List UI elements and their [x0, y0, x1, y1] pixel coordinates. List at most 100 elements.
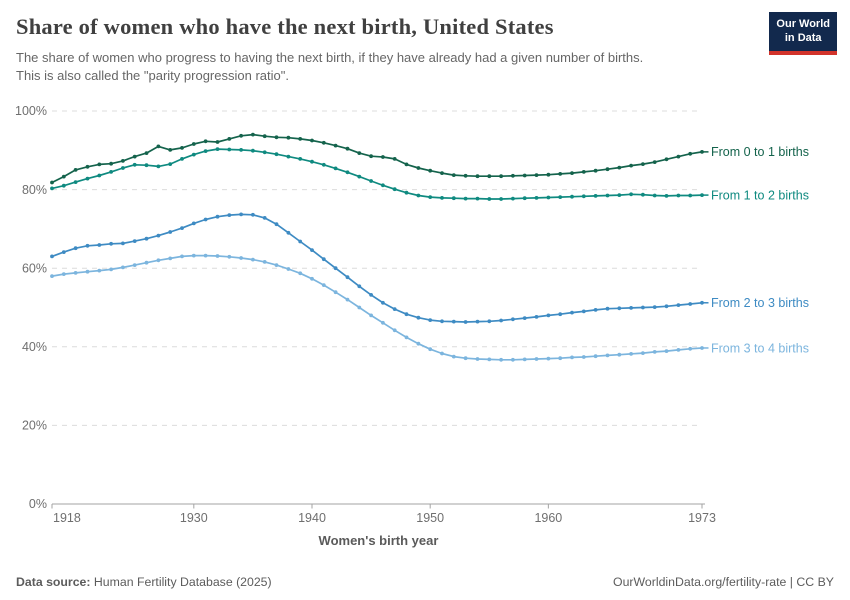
data-point[interactable]: [381, 300, 385, 305]
data-point[interactable]: [404, 162, 409, 167]
data-point[interactable]: [144, 163, 149, 168]
data-point[interactable]: [629, 352, 633, 356]
data-point[interactable]: [203, 149, 208, 154]
data-point[interactable]: [487, 357, 492, 362]
data-point[interactable]: [286, 135, 291, 140]
data-point[interactable]: [499, 174, 503, 179]
data-point[interactable]: [475, 319, 480, 324]
data-point[interactable]: [534, 196, 539, 200]
data-point[interactable]: [97, 243, 102, 247]
data-point[interactable]: [676, 348, 681, 352]
data-point[interactable]: [286, 267, 291, 271]
data-point[interactable]: [546, 313, 551, 318]
data-point[interactable]: [97, 268, 102, 273]
data-point[interactable]: [416, 166, 421, 170]
data-point[interactable]: [534, 315, 539, 319]
data-point[interactable]: [664, 157, 669, 162]
data-point[interactable]: [85, 176, 90, 181]
series-end-label-from-3-to-4-births[interactable]: From 3 to 4 births: [711, 341, 809, 355]
data-point[interactable]: [180, 157, 184, 161]
data-point[interactable]: [132, 239, 137, 244]
data-point[interactable]: [227, 137, 232, 141]
data-point[interactable]: [121, 159, 125, 163]
data-point[interactable]: [203, 217, 208, 222]
data-point[interactable]: [688, 346, 693, 351]
data-point[interactable]: [109, 241, 113, 246]
credit-link[interactable]: OurWorldinData.org/fertility-rate | CC B…: [613, 575, 834, 589]
data-point[interactable]: [121, 166, 125, 170]
data-point[interactable]: [310, 159, 314, 164]
data-point[interactable]: [511, 317, 515, 322]
data-point[interactable]: [570, 171, 574, 176]
data-point[interactable]: [676, 193, 681, 198]
data-point[interactable]: [475, 174, 480, 179]
data-point[interactable]: [227, 254, 232, 259]
series-line-from-0-to-1-births[interactable]: [51, 133, 703, 184]
data-point[interactable]: [333, 166, 338, 171]
data-point[interactable]: [180, 254, 184, 259]
data-point[interactable]: [522, 357, 527, 362]
data-point[interactable]: [333, 290, 338, 295]
data-point[interactable]: [310, 276, 314, 281]
data-point[interactable]: [239, 133, 244, 138]
data-point[interactable]: [73, 180, 78, 185]
data-point[interactable]: [593, 168, 598, 173]
data-point[interactable]: [191, 253, 196, 258]
data-point[interactable]: [475, 196, 480, 201]
data-point[interactable]: [416, 341, 421, 346]
data-point[interactable]: [132, 162, 137, 167]
data-point[interactable]: [463, 356, 468, 361]
data-point[interactable]: [475, 357, 480, 361]
data-point[interactable]: [345, 297, 350, 302]
data-point[interactable]: [451, 196, 456, 201]
data-point[interactable]: [451, 354, 456, 359]
data-point[interactable]: [416, 193, 421, 198]
data-point[interactable]: [546, 356, 551, 361]
data-point[interactable]: [652, 160, 657, 165]
data-point[interactable]: [191, 221, 196, 226]
data-point[interactable]: [463, 173, 468, 178]
data-point[interactable]: [664, 194, 669, 198]
data-point[interactable]: [73, 271, 78, 275]
data-point[interactable]: [357, 174, 362, 179]
data-point[interactable]: [392, 157, 397, 161]
data-point[interactable]: [132, 263, 137, 267]
data-point[interactable]: [641, 351, 645, 355]
data-point[interactable]: [191, 152, 196, 157]
data-point[interactable]: [321, 140, 326, 145]
data-point[interactable]: [85, 164, 90, 169]
data-point[interactable]: [499, 197, 503, 201]
data-point[interactable]: [558, 312, 563, 317]
data-point[interactable]: [73, 168, 78, 172]
data-point[interactable]: [298, 271, 303, 276]
data-point[interactable]: [688, 193, 693, 198]
data-point[interactable]: [392, 307, 397, 311]
data-point[interactable]: [440, 351, 444, 356]
data-point[interactable]: [652, 305, 657, 309]
data-point[interactable]: [546, 195, 551, 200]
data-point[interactable]: [700, 193, 704, 198]
data-point[interactable]: [641, 192, 645, 197]
data-point[interactable]: [50, 186, 54, 191]
data-point[interactable]: [144, 236, 149, 241]
data-point[interactable]: [50, 180, 54, 185]
data-point[interactable]: [357, 284, 362, 289]
data-point[interactable]: [558, 195, 563, 200]
data-point[interactable]: [392, 187, 397, 192]
data-point[interactable]: [310, 248, 314, 253]
series-end-label-from-0-to-1-births[interactable]: From 0 to 1 births: [711, 145, 809, 159]
data-point[interactable]: [215, 254, 220, 258]
data-point[interactable]: [593, 354, 598, 359]
data-point[interactable]: [369, 313, 373, 318]
data-point[interactable]: [463, 320, 468, 324]
data-point[interactable]: [617, 352, 622, 357]
data-point[interactable]: [109, 170, 113, 174]
data-point[interactable]: [73, 246, 78, 251]
data-point[interactable]: [629, 306, 633, 310]
data-point[interactable]: [487, 174, 492, 179]
data-point[interactable]: [333, 266, 338, 271]
data-point[interactable]: [333, 143, 338, 148]
data-point[interactable]: [251, 132, 255, 137]
data-point[interactable]: [168, 148, 173, 152]
series-points-from-0-to-1-births[interactable]: [50, 132, 704, 185]
